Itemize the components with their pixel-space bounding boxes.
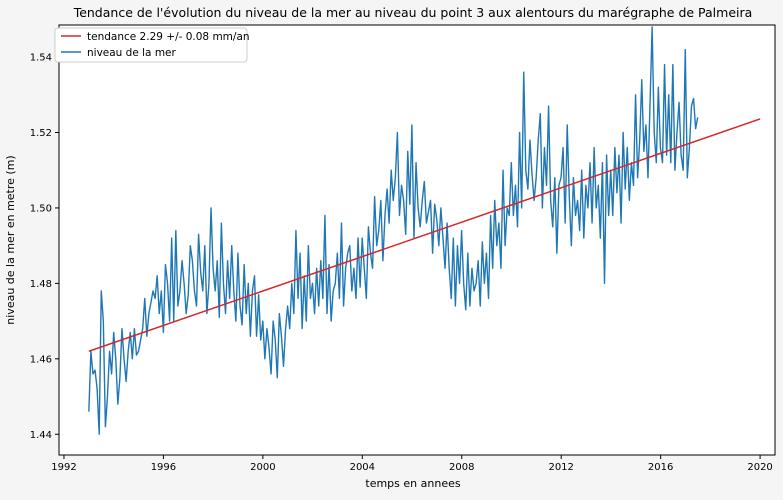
legend: tendance 2.29 +/- 0.08 mm/an niveau de l… (54, 27, 250, 63)
y-tick-label: 1.48 (30, 279, 52, 290)
y-tick-label: 1.50 (30, 203, 52, 214)
x-tick-label: 1996 (151, 462, 176, 473)
trend-line (88, 118, 761, 352)
legend-label-sea-level: niveau de la mer (87, 47, 177, 59)
y-axis-label: niveau de la mer en metre (m) (4, 155, 17, 324)
x-axis-ticks: 1992 1996 2000 2004 2008 2012 2016 2020 (51, 455, 773, 473)
series-lines (88, 26, 761, 435)
y-axis-ticks: 1.44 1.46 1.48 1.50 1.52 1.54 (30, 53, 59, 441)
plot-frame (58, 24, 776, 456)
y-tick-label: 1.54 (30, 53, 52, 64)
x-tick-label: 2012 (548, 462, 573, 473)
y-tick-label: 1.52 (30, 128, 52, 139)
x-tick-label: 1992 (51, 462, 76, 473)
sea-level-line (88, 26, 699, 435)
x-axis-label: temps en annees (365, 477, 460, 490)
y-tick-label: 1.44 (30, 430, 52, 441)
plot-area (59, 25, 775, 455)
x-tick-label: 2000 (250, 462, 275, 473)
legend-label-trend: tendance 2.29 +/- 0.08 mm/an (87, 31, 250, 43)
y-tick-label: 1.46 (30, 354, 52, 365)
x-tick-label: 2016 (648, 462, 673, 473)
x-tick-label: 2008 (449, 462, 474, 473)
x-tick-label: 2004 (350, 462, 375, 473)
x-tick-label: 2020 (747, 462, 772, 473)
legend-box (54, 27, 248, 63)
chart-title: Tendance de l'évolution du niveau de la … (73, 5, 753, 20)
